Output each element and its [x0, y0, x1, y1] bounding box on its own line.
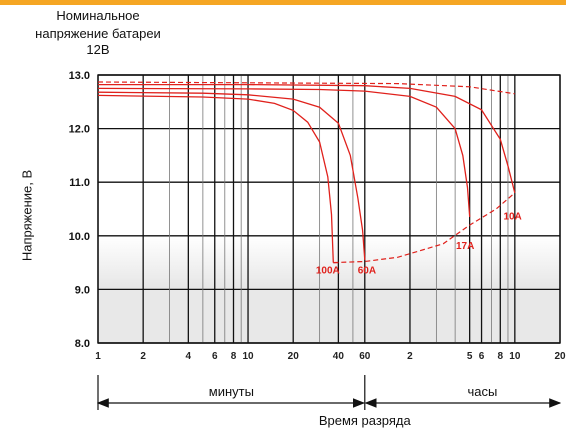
x-axis-label: Время разряда	[319, 413, 412, 428]
curve-label-10a: 10A	[503, 212, 521, 223]
x-tick-label: 60	[359, 351, 371, 362]
x-tick-label: 6	[479, 351, 485, 362]
curve-100a	[97, 94, 334, 263]
x-tick-label: 8	[231, 351, 237, 362]
curve-17a	[97, 87, 471, 218]
plot-frame	[97, 74, 561, 344]
header-line-2: напряжение батареи	[35, 26, 161, 41]
plot-background-upper	[98, 75, 560, 236]
x-tick-label: 4	[186, 351, 192, 362]
y-tick-label: 12.0	[69, 124, 90, 136]
x-tick-label: 2	[407, 351, 413, 362]
time-range-label: минуты	[209, 384, 254, 399]
x-tick-label: 10	[242, 351, 254, 362]
x-tick-label: 1	[95, 351, 101, 362]
nominal-voltage-line	[97, 81, 515, 95]
time-range-label: часы	[467, 384, 497, 399]
curve-label-100a: 100A	[316, 265, 340, 276]
x-tick-label: 8	[498, 351, 504, 362]
y-tick-label: 13.0	[69, 70, 90, 82]
header-line-1: Номинальное	[56, 8, 140, 23]
y-tick-label: 9.0	[75, 284, 90, 296]
end-voltage-line	[333, 192, 516, 264]
y-tick-label: 11.0	[69, 177, 90, 189]
x-tick-label: 5	[467, 351, 473, 362]
plot-background-band	[98, 235, 560, 290]
curve-10a	[98, 83, 516, 194]
y-tick-label: 10.0	[69, 231, 90, 243]
x-tick-label: 10	[509, 351, 521, 362]
accent-bar	[0, 0, 566, 5]
y-tick-label: 8.0	[75, 338, 90, 350]
curve-label-17a: 17A	[456, 241, 474, 252]
x-tick-label: 6	[212, 351, 218, 362]
x-tick-label: 20	[288, 351, 300, 362]
x-tick-label: 2	[140, 351, 146, 362]
plot-background-lower	[98, 289, 560, 343]
x-tick-label: 40	[333, 351, 345, 362]
curve-label-60a: 60A	[358, 265, 376, 276]
header-line-3: 12В	[86, 42, 110, 57]
curve-60a	[97, 91, 366, 260]
x-tick-label: 20	[554, 351, 566, 362]
